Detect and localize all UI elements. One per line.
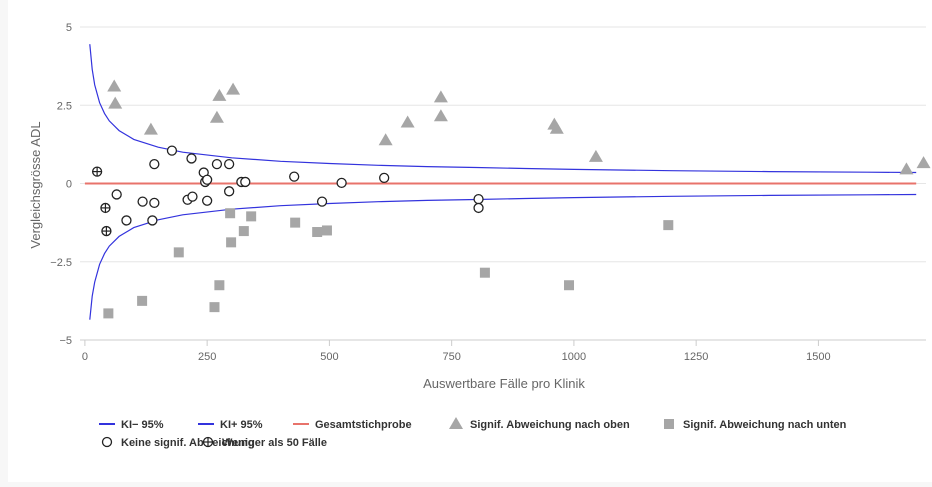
legend-item: Weniger als 50 Fälle: [202, 436, 327, 449]
square-point: [246, 211, 257, 222]
legend-crosscircle-swatch: [202, 436, 214, 448]
y-tick-label: −5: [59, 335, 72, 347]
circle-point: [111, 189, 122, 200]
circle-point: [121, 215, 132, 226]
legend-label: Signif. Abweichung nach unten: [683, 419, 847, 431]
circle-point: [201, 195, 213, 206]
triangle-point: [400, 115, 415, 128]
square-point: [226, 237, 237, 248]
circle-point: [316, 196, 328, 207]
square-point: [103, 308, 114, 319]
x-tick-label: 1000: [562, 351, 586, 363]
series-layer: [84, 44, 931, 320]
x-axis-label: Auswertbare Fälle pro Klinik: [423, 376, 585, 391]
circle-point: [224, 186, 235, 197]
circle-point: [379, 172, 390, 184]
square-point: [238, 226, 249, 237]
triangle-point: [588, 149, 603, 162]
scatter-chart: 5 2.5 0 −2.5 −5 0 250 500 750 1000 1250 1500 Auswer…: [28, 22, 931, 449]
legend-item: Keine signif. Abweichung: [101, 436, 254, 449]
x-tick-label: 500: [320, 351, 338, 363]
legend-label: KI+ 95%: [220, 419, 263, 431]
triangle-point: [212, 88, 227, 101]
square-point: [290, 217, 301, 228]
chart-panel: 5 2.5 0 −2.5 −5 0 250 500 750 1000 1250 1500 Auswer…: [8, 0, 932, 482]
circle-point: [166, 145, 178, 156]
triangle-point: [108, 96, 123, 109]
circle-point: [211, 158, 223, 170]
circle-point: [289, 171, 300, 182]
crosscircle-point: [91, 166, 103, 177]
x-tick-label: 1500: [806, 351, 830, 363]
legend-label: Gesamtstichprobe: [315, 419, 412, 431]
circle-point: [240, 176, 251, 188]
legend-item: Gesamtstichprobe: [293, 419, 412, 431]
y-tick-label: −2.5: [50, 257, 72, 269]
circle-point: [224, 158, 235, 170]
y-tick-label: 2.5: [57, 100, 72, 112]
circle-point: [473, 202, 484, 214]
legend-label: Signif. Abweichung nach oben: [470, 419, 630, 431]
square-point: [312, 227, 323, 238]
triangle-point: [226, 82, 241, 95]
triangle-point: [143, 122, 158, 135]
triangle-point: [378, 133, 393, 146]
y-tick-label: 5: [66, 22, 72, 34]
x-tick-label: 0: [82, 351, 88, 363]
x-tick-label: 250: [198, 351, 216, 363]
triangle-point: [899, 162, 914, 175]
ci-upper-line: [89, 44, 917, 174]
square-point: [663, 220, 674, 231]
circle-point: [336, 177, 347, 189]
crosscircle-point: [101, 225, 112, 237]
triangle-point: [549, 121, 564, 134]
square-point: [479, 267, 490, 278]
x-tick-label: 1250: [684, 351, 708, 363]
circle-point: [149, 197, 160, 209]
circle-point: [201, 174, 213, 185]
legend-item: Signif. Abweichung nach oben: [449, 417, 630, 431]
x-tick-label: 750: [442, 351, 460, 363]
legend: KI− 95% KI+ 95% Gesamtstichprobe Signif. Ab…: [99, 417, 847, 449]
square-point: [564, 280, 575, 291]
square-point: [225, 208, 236, 219]
triangle-point: [433, 109, 448, 122]
triangle-point: [107, 79, 122, 92]
legend-label: KI− 95%: [121, 419, 164, 431]
square-point: [209, 302, 220, 313]
legend-label: Keine signif. Abweichung: [121, 437, 254, 449]
y-tick-label: 0: [66, 179, 72, 191]
circle-point: [186, 153, 197, 164]
axes: 5 2.5 0 −2.5 −5 0 250 500 750 1000 1250 1500: [50, 22, 926, 363]
legend-circle-swatch: [101, 436, 113, 448]
circle-point: [187, 191, 198, 202]
legend-item: KI+ 95%: [198, 419, 263, 431]
circle-point: [147, 215, 158, 226]
legend-item: Signif. Abweichung nach unten: [664, 419, 847, 431]
crosscircle-point: [100, 202, 111, 214]
circle-point: [149, 158, 160, 170]
square-point: [214, 280, 225, 291]
square-point: [321, 225, 332, 236]
legend-triangle-swatch: [449, 417, 463, 429]
y-axis-label: Vergleichsgrösse ADL: [28, 121, 43, 248]
circle-point: [473, 193, 484, 205]
square-point: [137, 295, 148, 306]
triangle-point: [916, 156, 931, 169]
ci-lower-line: [89, 193, 917, 320]
legend-square-swatch: [664, 419, 674, 429]
triangle-point: [433, 90, 448, 103]
triangle-point: [209, 110, 224, 123]
square-point: [173, 247, 184, 258]
legend-label: Weniger als 50 Fälle: [222, 437, 327, 449]
circle-point: [137, 196, 148, 207]
legend-item: KI− 95%: [99, 419, 164, 431]
